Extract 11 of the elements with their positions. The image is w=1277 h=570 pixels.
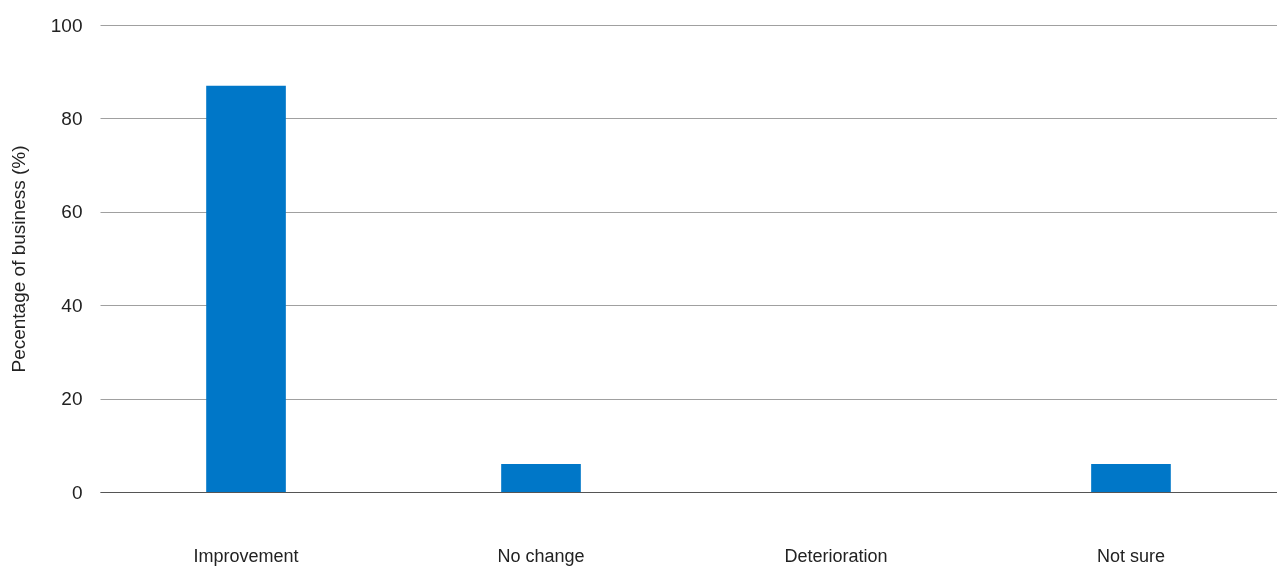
x-tick-label: No change: [497, 545, 585, 566]
x-tick-label: Not sure: [1096, 545, 1165, 566]
y-tick-label: 20: [61, 388, 83, 410]
x-tick-label: Improvement: [193, 545, 299, 566]
y-tick-label: 40: [61, 294, 83, 316]
y-tick-label: 0: [71, 481, 83, 503]
y-tick-label: 100: [50, 14, 83, 36]
y-tick-label: 60: [61, 201, 83, 223]
y-tick-label: 80: [61, 107, 83, 129]
x-tick-label: Deterioration: [784, 545, 888, 566]
y-axis-title: Pecentage of business (%): [7, 145, 29, 373]
